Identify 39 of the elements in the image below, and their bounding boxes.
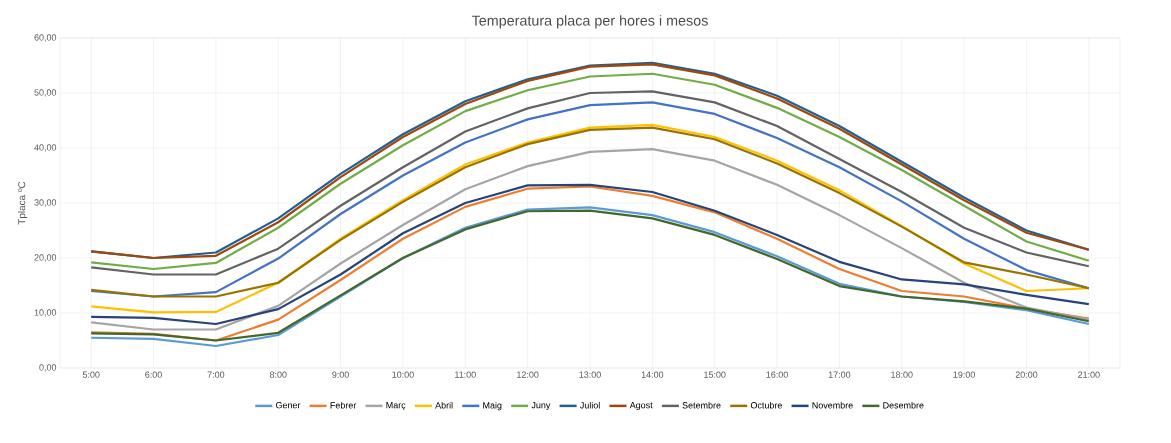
- y-tick-label: 40,00: [34, 144, 57, 152]
- x-tick-label: 8:00: [269, 371, 287, 378]
- x-tick-label: 9:00: [332, 371, 349, 378]
- x-tick-label: 5:00: [82, 371, 100, 378]
- x-tick-label: 16:00: [766, 371, 788, 378]
- legend-label: Març: [386, 402, 406, 411]
- chart-title: Temperatura placa per hores i mesos: [471, 15, 708, 29]
- legend-label: Agost: [629, 402, 653, 411]
- x-tick-label: 11:00: [455, 371, 476, 378]
- legend-label: Desembre: [883, 401, 924, 409]
- x-tick-label: 6:00: [145, 371, 162, 378]
- legend-label: Setembre: [682, 401, 721, 409]
- x-tick-label: 13:00: [579, 371, 601, 378]
- y-tick-label: 30,00: [34, 199, 57, 207]
- legend-label: Abril: [435, 401, 453, 409]
- legend-label: Maig: [483, 401, 502, 411]
- legend-label: Juliol: [579, 401, 600, 409]
- x-tick-label: 12:00: [517, 371, 539, 378]
- legend-label: Octubre: [750, 401, 782, 409]
- y-axis-title: Tplaca ºC: [17, 181, 28, 225]
- y-tick-label: 50,00: [34, 89, 57, 97]
- legend-label: Juny: [531, 402, 551, 411]
- y-tick-label: 10,00: [34, 309, 57, 317]
- legend-label: Gener: [275, 402, 301, 409]
- line-series: [90, 148, 1090, 331]
- x-tick-label: 7:00: [207, 371, 225, 378]
- x-tick-label: 10:00: [392, 371, 414, 378]
- x-tick-label: 17:00: [828, 371, 851, 378]
- x-tick-label: 18:00: [891, 371, 913, 378]
- y-tick-label: 60,00: [34, 34, 57, 42]
- y-tick-label: 20,00: [34, 254, 57, 262]
- y-tick-label: 0,00: [39, 364, 57, 372]
- x-tick-label: 21:00: [1078, 371, 1100, 378]
- x-tick-label: 14:00: [641, 371, 664, 378]
- x-tick-label: 20:00: [1015, 371, 1038, 378]
- legend-label: Febrer: [330, 401, 357, 409]
- legend-label: Novembre: [812, 401, 853, 409]
- x-tick-label: 19:00: [953, 371, 975, 378]
- x-tick-label: 15:00: [704, 371, 726, 378]
